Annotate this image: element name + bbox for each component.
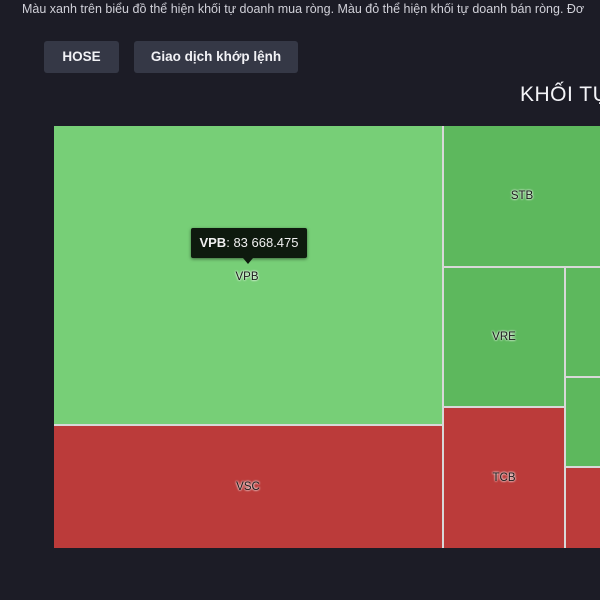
tile-label-tcb: TCB [492, 472, 516, 484]
chart-title: KHỐI TỰ [520, 83, 600, 106]
legend-note: Màu xanh trên biểu đồ thể hiện khối tự d… [22, 2, 585, 16]
tile-label-stb: STB [510, 190, 534, 202]
treemap-chart: VPB VSC STB VRE TCB [54, 126, 600, 548]
tile-vre[interactable]: VRE [444, 268, 566, 408]
tile-unlabeled-2[interactable] [566, 378, 600, 468]
tile-vsc[interactable]: VSC [54, 426, 444, 548]
tooltip-value: 83 668.475 [233, 235, 299, 250]
tile-unlabeled-1[interactable] [566, 268, 600, 378]
tile-stb[interactable]: STB [444, 126, 600, 268]
tooltip-separator: : [226, 235, 234, 250]
trade-type-button[interactable]: Giao dịch khớp lệnh [134, 41, 298, 73]
tile-label-vpb: VPB [235, 271, 259, 283]
exchange-button[interactable]: HOSE [44, 41, 119, 73]
tile-label-vsc: VSC [236, 481, 260, 493]
tile-label-vre: VRE [492, 331, 516, 343]
tooltip-arrow [243, 258, 253, 264]
tooltip-label: VPB [199, 235, 227, 250]
tooltip: VPB: 83 668.475 [191, 228, 307, 258]
tile-vpb[interactable]: VPB [54, 126, 444, 426]
tile-unlabeled-3[interactable] [566, 468, 600, 548]
tile-tcb[interactable]: TCB [444, 408, 566, 548]
